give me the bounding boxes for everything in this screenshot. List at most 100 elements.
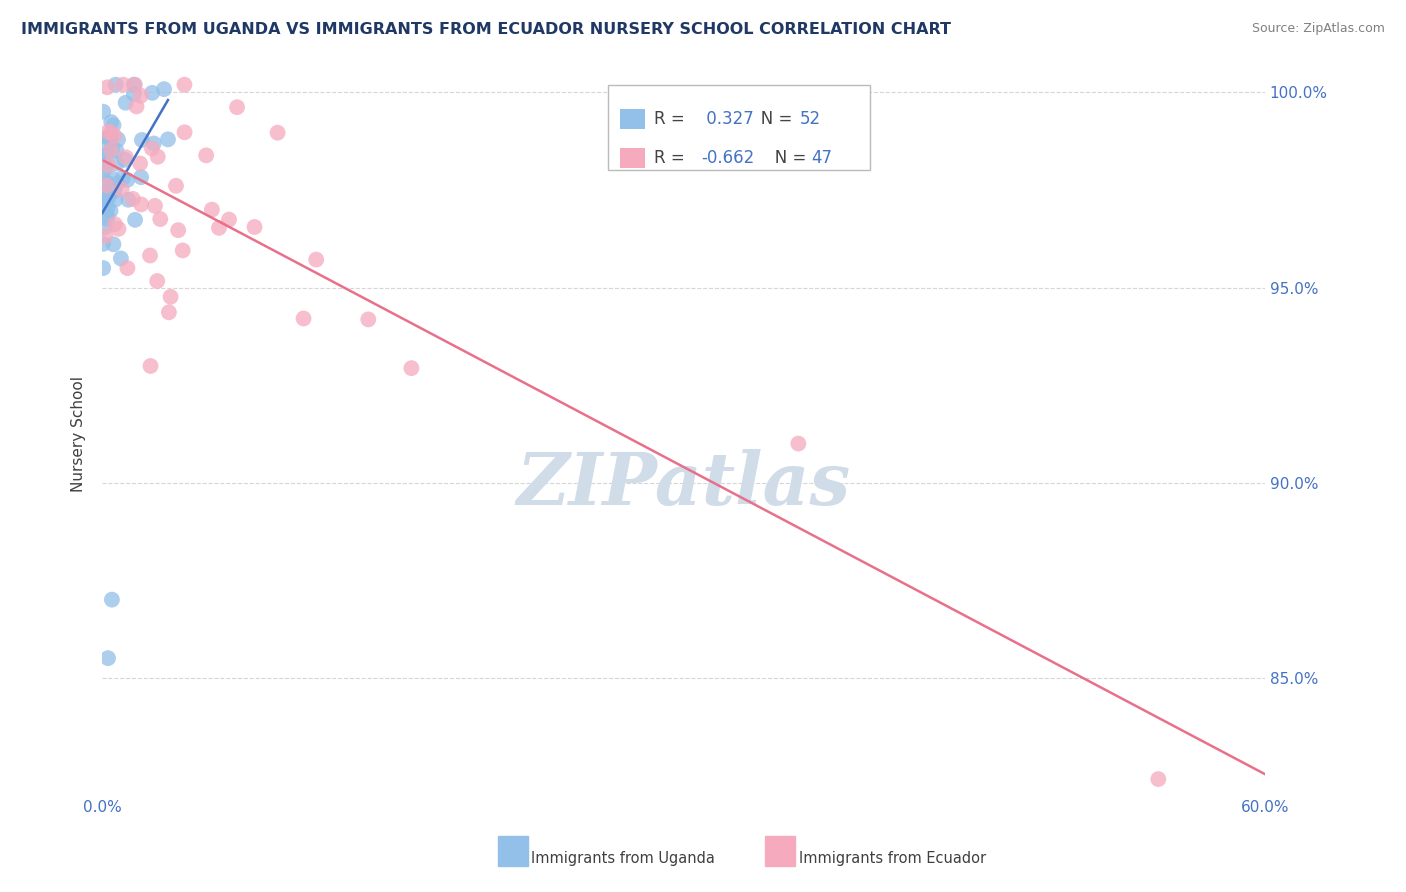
Point [141,86,163,100]
Point [122,87,145,101]
Point [93,220,115,235]
Point [97,651,120,665]
Point [129,197,152,211]
Point [101,592,124,607]
Point [208,220,231,235]
Point [167,223,190,237]
Point [94,148,117,162]
Point [122,78,145,92]
Point [165,178,187,193]
Point [131,133,153,147]
Point [91,153,114,167]
Text: N =: N = [745,111,797,128]
Point [201,202,224,217]
Point [94,158,117,172]
Point [107,132,129,146]
Point [96,201,118,215]
Point [100,115,122,129]
Point [94,229,117,244]
Point [111,183,134,197]
Point [142,136,165,151]
Point [96,208,118,222]
Point [104,192,127,206]
Point [115,150,138,164]
Point [117,261,139,276]
Point [139,359,162,373]
FancyBboxPatch shape [620,109,645,129]
Point [124,78,146,92]
Point [110,252,132,266]
Point [96,211,118,226]
FancyBboxPatch shape [607,86,869,170]
Point [173,125,195,139]
Point [97,130,120,145]
Point [103,237,125,252]
Point [97,191,120,205]
Point [93,200,115,214]
Point [104,217,127,231]
Point [105,144,128,158]
Point [218,212,240,227]
Point [104,78,127,92]
Point [117,173,139,187]
Text: 52: 52 [800,111,821,128]
Point [97,158,120,172]
Point [156,132,179,146]
Point [243,219,266,234]
Point [94,196,117,211]
Text: ZIPatlas: ZIPatlas [516,449,851,520]
Point [125,99,148,113]
Point [266,126,288,140]
Point [101,143,124,157]
Point [91,104,114,119]
Point [103,118,125,132]
Point [787,436,810,450]
Point [103,128,125,143]
Point [100,143,122,157]
Point [97,130,120,145]
Text: IMMIGRANTS FROM UGANDA VS IMMIGRANTS FROM ECUADOR NURSERY SCHOOL CORRELATION CHA: IMMIGRANTS FROM UGANDA VS IMMIGRANTS FRO… [21,22,950,37]
Point [129,156,152,170]
Text: 47: 47 [811,149,832,167]
Point [98,131,121,145]
Point [105,156,128,170]
Point [129,170,152,185]
Point [100,203,122,218]
Text: Immigrants from Uganda: Immigrants from Uganda [531,851,716,865]
Text: R =: R = [654,149,690,167]
Point [124,212,146,227]
Text: 0.327: 0.327 [702,111,754,128]
Point [94,186,117,201]
Point [107,176,129,190]
Point [97,125,120,139]
Point [96,139,118,153]
Point [1147,772,1170,786]
Point [111,170,134,185]
Point [103,184,125,198]
Point [173,78,195,92]
Point [91,236,114,251]
Point [101,171,124,186]
Point [292,311,315,326]
Point [157,305,180,319]
Y-axis label: Nursery School: Nursery School [72,376,86,491]
Text: -0.662: -0.662 [702,149,754,167]
Text: Immigrants from Ecuador: Immigrants from Ecuador [799,851,986,865]
Point [172,244,194,258]
Text: R =: R = [654,111,690,128]
Point [141,141,163,155]
Point [401,361,423,376]
Point [114,95,136,110]
Point [117,193,139,207]
Point [305,252,328,267]
Point [195,148,218,162]
Point [129,88,152,103]
Point [146,150,169,164]
Point [94,161,117,176]
Point [357,312,380,326]
Point [146,274,169,288]
Point [159,290,181,304]
Text: N =: N = [759,149,811,167]
Point [153,82,176,96]
Point [226,100,249,114]
